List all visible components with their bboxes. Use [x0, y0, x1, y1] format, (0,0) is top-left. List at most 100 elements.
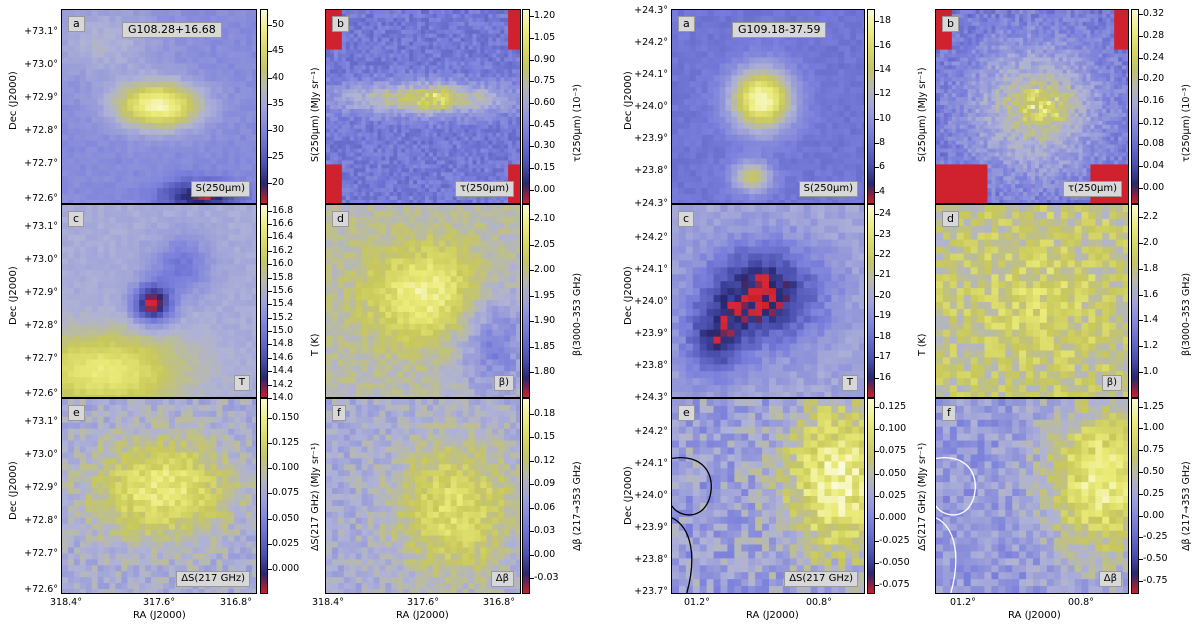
- colorbar: [1131, 398, 1139, 594]
- colorbar-tick-label: -0.75: [1143, 574, 1168, 586]
- colorbar-tick: [1139, 450, 1143, 452]
- colorbar-tick: [1139, 320, 1143, 322]
- panel-field1-b: b τ(250μm): [325, 9, 521, 204]
- field2-ra-axis-label: RA (J2000): [746, 610, 799, 621]
- colorbar-tick-label: 6: [879, 161, 886, 173]
- panel-letter: e: [678, 405, 695, 421]
- colorbar-label: T (K): [310, 333, 321, 356]
- colorbar-tick: [268, 443, 272, 445]
- ytick: +24.3°: [634, 392, 668, 403]
- colorbar-label: β(3000–353 GHz): [572, 272, 583, 356]
- ytick: +24.3°: [634, 5, 668, 16]
- colorbar-tick-label: 16: [879, 39, 892, 51]
- colorbar-label: S(250μm) (MJy sr⁻¹): [310, 66, 321, 162]
- colorbar-tick: [1139, 472, 1143, 474]
- ytick: +24.0°: [634, 296, 668, 307]
- colorbar-tick-label: 0.75: [534, 75, 556, 87]
- heatmap-image: [936, 10, 1128, 203]
- colorbar-tick: [268, 210, 272, 212]
- xtick: 00.8°: [1068, 597, 1094, 608]
- colorbar-tick-label: 0.00: [534, 183, 556, 195]
- colorbar-tick-label: 16.6: [272, 218, 294, 230]
- contour-line: [936, 456, 976, 593]
- colorbar-tick-label: 0.90: [534, 53, 556, 65]
- colorbar-tick: [268, 468, 272, 470]
- colorbar-tick: [1139, 294, 1143, 296]
- colorbar-tick: [875, 295, 879, 297]
- colorbar-tick: [875, 496, 879, 497]
- colorbar-tick: [530, 102, 534, 104]
- colorbar-tick: [875, 451, 879, 453]
- xtick: 01.2°: [684, 597, 710, 608]
- ytick: +72.8°: [24, 125, 58, 136]
- colorbar-tick-label: 14.6: [272, 351, 294, 363]
- panel-letter: d: [942, 211, 959, 227]
- colorbar-tick: [875, 518, 879, 520]
- colorbar-tick: [875, 167, 879, 169]
- colorbar-tick-label: 22: [879, 249, 892, 261]
- colorbar-tick-label: 0.28: [1143, 30, 1165, 42]
- colorbar-tick: [530, 146, 534, 148]
- colorbar-tick-label: 1.8: [1143, 262, 1159, 274]
- colorbar-label: β(3000–353 GHz): [1181, 272, 1192, 356]
- field2-dec-axis-label-2: Dec (J2000): [623, 266, 634, 325]
- field-name-label: G109.18-37.59: [732, 22, 827, 38]
- panel-field2-d: d β): [935, 204, 1129, 398]
- colorbar-tick-label: 15.6: [272, 284, 294, 296]
- panel-letter: d: [332, 211, 349, 227]
- colorbar-tick-label: 1.05: [534, 31, 556, 43]
- colorbar-tick-label: 0.30: [534, 140, 556, 152]
- colorbar-tick-label: 1.20: [534, 10, 556, 22]
- panel-quantity-label: τ(250μm): [1062, 181, 1122, 197]
- colorbar-tick: [875, 406, 879, 408]
- colorbar-label: S(250μm) (MJy sr⁻¹): [917, 66, 928, 162]
- colorbar-tick-label: 25: [272, 150, 285, 162]
- colorbar-tick: [530, 244, 534, 246]
- ytick: +73.0°: [24, 449, 58, 460]
- colorbar-tick: [530, 413, 534, 415]
- colorbar-tick-label: 0.00: [534, 548, 556, 560]
- colorbar-tick-label: 1.6: [1143, 288, 1159, 300]
- colorbar-label: Δβ (217→353 GHz): [1181, 461, 1192, 551]
- colorbar: [522, 398, 530, 594]
- colorbar: [867, 398, 875, 594]
- colorbar-tick-label: 0.32: [1143, 8, 1165, 20]
- colorbar-tick: [268, 344, 272, 346]
- ytick: +73.0°: [24, 59, 58, 70]
- colorbar-label: T (K): [917, 333, 928, 356]
- heatmap-image: [62, 399, 256, 593]
- colorbar-tick-label: 0.050: [879, 467, 907, 479]
- ytick: +72.6°: [24, 584, 58, 595]
- panel-quantity-label: Δβ: [1098, 571, 1122, 587]
- heatmap-image: [326, 205, 520, 397]
- colorbar-tick: [1139, 346, 1143, 348]
- colorbar-tick-label: 8: [879, 137, 886, 149]
- ytick: +24.0°: [634, 101, 668, 112]
- colorbar-tick: [268, 156, 272, 158]
- colorbar-tick-label: 4: [879, 185, 886, 197]
- colorbar-tick-label: 10: [879, 112, 892, 124]
- colorbar-tick-label: 0.075: [272, 487, 300, 499]
- colorbar: [867, 9, 875, 204]
- colorbar-tick: [875, 336, 879, 338]
- colorbar-tick-label: 14.8: [272, 338, 294, 350]
- colorbar-tick-label: 23: [879, 228, 892, 240]
- colorbar-tick: [530, 270, 534, 272]
- colorbar-tick-label: 0.100: [879, 423, 907, 435]
- colorbar-tick: [1139, 242, 1143, 244]
- colorbar-tick: [1139, 428, 1143, 430]
- panel-field1-f: f Δβ: [325, 398, 521, 594]
- colorbar-tick: [530, 59, 534, 61]
- colorbar-tick: [268, 182, 272, 184]
- panel-field1-d: d β): [325, 204, 521, 398]
- colorbar-tick-label: 15.0: [272, 325, 294, 337]
- colorbar-tick-label: 0.08: [1143, 138, 1165, 150]
- ytick: +72.6°: [24, 388, 58, 399]
- colorbar-tick-label: 19: [879, 310, 892, 322]
- colorbar-tick-label: 1.90: [534, 315, 556, 327]
- colorbar-tick-label: 1.95: [534, 289, 556, 301]
- colorbar-tick-label: 16: [879, 371, 892, 383]
- colorbar-tick-label: 50: [272, 18, 285, 30]
- colorbar-tick: [268, 518, 272, 520]
